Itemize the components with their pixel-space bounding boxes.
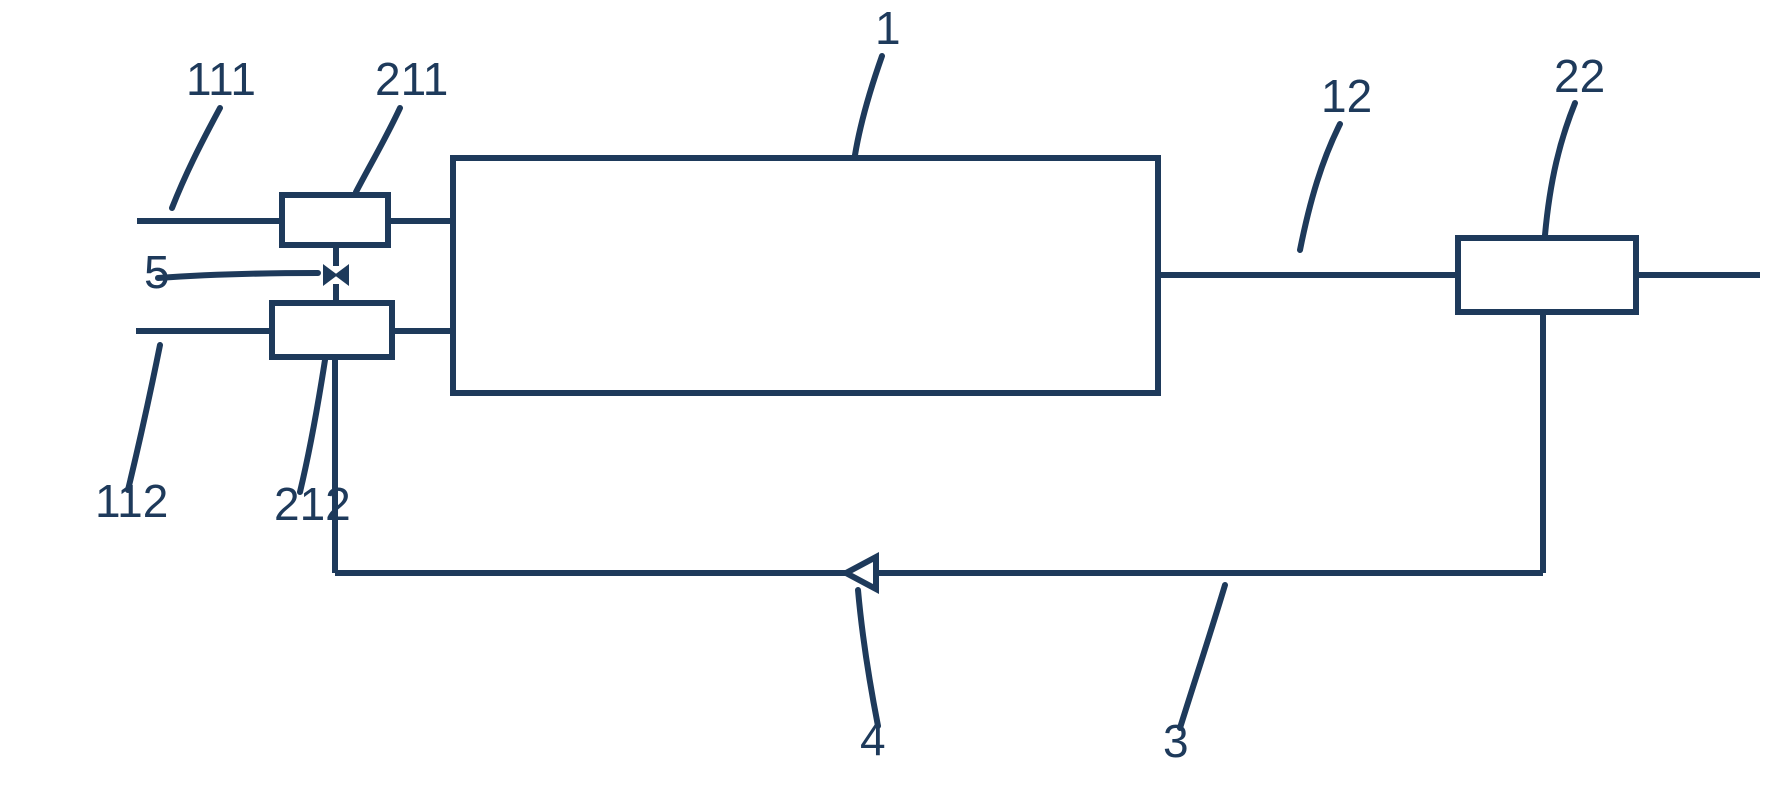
top-left-block — [282, 195, 388, 245]
label-l212: 212 — [274, 478, 351, 530]
leader-l5 — [158, 273, 318, 278]
leader-l1 — [855, 56, 882, 155]
leader-l212 — [300, 360, 325, 492]
label-l112: 112 — [95, 475, 168, 527]
leader-l22 — [1545, 103, 1575, 235]
leader-l12 — [1300, 124, 1340, 250]
bottom-left-block — [272, 303, 392, 357]
leader-l112 — [128, 345, 160, 490]
label-l12: 12 — [1321, 70, 1372, 122]
valve-icon-left — [324, 266, 336, 284]
label-l4: 4 — [860, 713, 886, 765]
leader-l3 — [1180, 585, 1225, 728]
main-block — [453, 158, 1158, 393]
label-l22: 22 — [1554, 50, 1605, 102]
right-block — [1458, 238, 1636, 312]
label-l111: 111 — [186, 53, 256, 105]
valve-icon-right — [336, 266, 348, 284]
leader-l4 — [858, 590, 878, 726]
label-l211: 211 — [375, 53, 448, 105]
leader-l111 — [172, 108, 220, 208]
label-l3: 3 — [1163, 715, 1189, 767]
leader-l211 — [356, 108, 400, 192]
flow-arrow-icon — [846, 557, 876, 589]
label-l5: 5 — [144, 246, 170, 298]
label-l1: 1 — [875, 2, 901, 54]
